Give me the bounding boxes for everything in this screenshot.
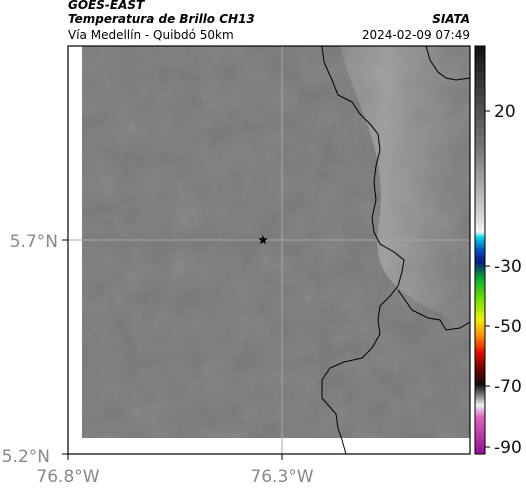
colorbar-label-4: -70 xyxy=(494,377,522,397)
colorbar xyxy=(474,45,486,455)
map-border xyxy=(67,45,471,455)
cloud-texture xyxy=(82,46,470,438)
source-label: SIATA xyxy=(432,12,470,26)
colorbar-label-2: -30 xyxy=(494,257,522,277)
colorbar-label-1: 20 xyxy=(494,102,516,122)
star-icon xyxy=(258,235,268,245)
datetime-label: 2024-02-09 07:49 xyxy=(361,28,470,42)
lat-label-2: 5.2°N xyxy=(2,447,50,467)
colorbar-label-3: -50 xyxy=(494,317,522,337)
colorbar-label-5: -90 xyxy=(494,438,522,458)
colorbar-ticks xyxy=(485,110,490,448)
lon-label-1: 76.8°W xyxy=(36,467,99,487)
lat-label-1: 5.7°N xyxy=(10,232,58,252)
region-label: Vía Medellín - Quibdó 50km xyxy=(68,28,234,42)
product-title: Temperatura de Brillo CH13 xyxy=(68,12,255,26)
satellite-label: GOES-EAST xyxy=(68,0,145,12)
department-border-east xyxy=(397,289,470,331)
department-border-northeast xyxy=(425,46,470,81)
lon-label-2: 76.3°W xyxy=(250,467,313,487)
department-border xyxy=(321,46,405,454)
